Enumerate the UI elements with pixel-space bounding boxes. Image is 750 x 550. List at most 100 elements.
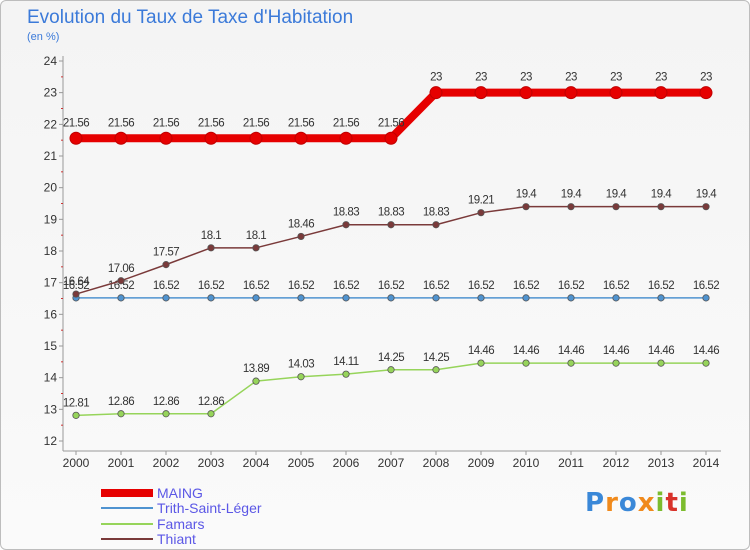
data-point — [702, 359, 710, 367]
data-label: 21.56 — [288, 117, 314, 129]
data-point — [567, 359, 575, 367]
data-label: 14.11 — [333, 356, 359, 368]
data-label: 16.52 — [558, 280, 584, 292]
data-point — [162, 294, 170, 302]
data-label: 17.06 — [108, 263, 134, 275]
logo-letter: o — [618, 488, 638, 518]
y-tick-label: 24 — [44, 54, 58, 68]
y-tick-label: 21 — [44, 149, 58, 163]
data-point — [339, 131, 353, 145]
y-axis-unit-label: (en %) — [27, 31, 60, 43]
data-point — [657, 359, 665, 367]
data-label: 14.25 — [378, 352, 404, 364]
x-tick-label: 2012 — [603, 456, 630, 470]
chart-title: Evolution du Taux de Taxe d'Habitation — [27, 7, 354, 28]
legend-swatch — [101, 522, 153, 525]
y-tick-label: 18 — [44, 244, 58, 258]
data-label: 14.46 — [468, 345, 494, 357]
data-label: 18.46 — [288, 218, 314, 230]
data-point — [702, 203, 710, 211]
data-point — [72, 290, 80, 298]
data-point — [342, 294, 350, 302]
data-point — [387, 294, 395, 302]
y-tick-label: 15 — [44, 339, 58, 353]
legend-label: Famars — [157, 515, 205, 532]
data-point — [387, 221, 395, 229]
data-label: 18.83 — [378, 207, 404, 219]
data-label: 21.56 — [63, 117, 89, 129]
legend-item: Famars — [101, 516, 262, 532]
data-point — [69, 131, 83, 145]
data-label: 19.4 — [696, 189, 717, 201]
x-tick-label: 2004 — [243, 456, 270, 470]
data-point — [297, 373, 305, 381]
data-point — [207, 410, 215, 418]
data-point — [609, 86, 623, 100]
x-tick-label: 2010 — [513, 456, 540, 470]
logo-letter: i — [655, 488, 666, 518]
data-label: 21.56 — [378, 117, 404, 129]
data-label: 19.4 — [651, 189, 672, 201]
data-point — [432, 221, 440, 229]
x-tick-label: 2013 — [648, 456, 675, 470]
data-label: 16.64 — [63, 276, 90, 288]
data-point — [117, 410, 125, 418]
y-tick-label: 16 — [44, 307, 58, 321]
logo-letter: t — [665, 488, 679, 518]
data-point — [477, 209, 485, 217]
data-point — [72, 411, 80, 419]
data-point — [114, 131, 128, 145]
data-point — [159, 131, 173, 145]
data-label: 21.56 — [243, 117, 269, 129]
data-point — [477, 359, 485, 367]
data-label: 19.4 — [606, 189, 627, 201]
logo-letter: i — [678, 488, 689, 518]
legend-item: MAING — [101, 485, 262, 501]
data-point — [432, 366, 440, 374]
x-tick-label: 2011 — [558, 456, 584, 470]
data-label: 16.52 — [648, 280, 674, 292]
data-point — [207, 294, 215, 302]
data-point — [567, 294, 575, 302]
data-label: 23 — [475, 72, 487, 84]
data-point — [699, 86, 713, 100]
data-label: 16.52 — [243, 280, 269, 292]
data-point — [564, 86, 578, 100]
y-tick-label: 19 — [44, 212, 58, 226]
data-label: 23 — [655, 72, 667, 84]
data-label: 12.86 — [153, 396, 179, 408]
data-label: 19.21 — [468, 195, 494, 207]
data-point — [207, 244, 215, 252]
legend-swatch — [101, 507, 153, 510]
logo-letter: r — [605, 488, 619, 518]
data-point — [342, 221, 350, 229]
data-label: 14.46 — [558, 345, 584, 357]
data-label: 14.46 — [603, 345, 629, 357]
x-tick-label: 2000 — [63, 456, 90, 470]
data-label: 12.86 — [198, 396, 224, 408]
data-label: 14.46 — [648, 345, 674, 357]
data-point — [117, 277, 125, 285]
y-tick-label: 14 — [44, 371, 58, 385]
data-label: 16.52 — [513, 280, 539, 292]
data-label: 16.52 — [423, 280, 449, 292]
data-point — [117, 294, 125, 302]
data-label: 19.4 — [561, 189, 582, 201]
y-tick-label: 17 — [44, 276, 58, 290]
data-point — [522, 203, 530, 211]
data-label: 16.52 — [63, 280, 89, 292]
data-point — [297, 232, 305, 241]
y-tick-label: 23 — [44, 86, 58, 100]
data-label: 14.25 — [423, 352, 449, 364]
data-label: 17.57 — [153, 247, 179, 259]
data-point — [252, 244, 260, 252]
data-point — [477, 294, 485, 302]
data-label: 23 — [520, 72, 532, 84]
data-label: 18.1 — [246, 230, 266, 242]
data-label: 21.56 — [333, 117, 359, 129]
legend-label: Trith-Saint-Léger — [157, 500, 262, 517]
data-label: 14.46 — [513, 345, 539, 357]
data-point — [654, 86, 668, 100]
